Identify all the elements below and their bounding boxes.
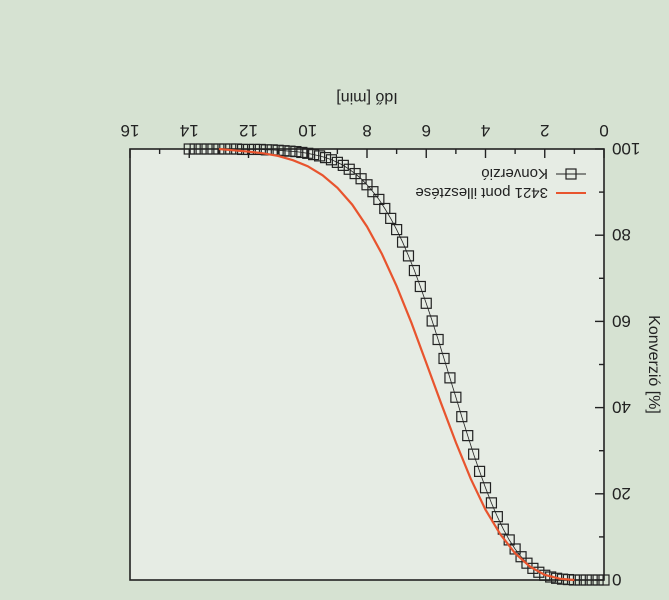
data-point-marker (195, 143, 207, 155)
data-point-marker (402, 250, 415, 262)
y-tick-label: 40 (612, 398, 631, 417)
data-point-marker (379, 202, 391, 215)
data-point-marker (414, 280, 426, 293)
legend: 3421 pont illesztése Konverzió (415, 165, 586, 201)
rotated-figure: 0 2 4 6 8 10 12 14 16 0 20 40 60 80 100 Idő [min] Kon… (121, 89, 662, 589)
data-point-marker (367, 186, 379, 198)
y-tick-label: 80 (612, 225, 631, 244)
data-point-marker (284, 145, 296, 157)
data-point-marker (331, 156, 343, 168)
data-point-marker (290, 145, 302, 158)
x-tick-label: 12 (239, 121, 258, 140)
legend-conversion-label: Konverzió (481, 165, 548, 182)
x-tick-label: 10 (298, 121, 317, 140)
data-point-marker (337, 159, 349, 171)
data-point-marker (485, 497, 498, 509)
data-point-marker (432, 333, 444, 346)
data-point-marker (456, 411, 468, 423)
data-point-marker (319, 152, 332, 164)
y-tick-label: 0 (612, 570, 621, 589)
x-tick-label: 6 (422, 121, 431, 140)
data-point-marker (254, 143, 266, 156)
data-point-marker (574, 574, 586, 586)
data-point-marker (302, 147, 314, 159)
x-tick-label: 8 (362, 121, 371, 140)
data-point-marker (189, 143, 201, 155)
data-point-marker (580, 574, 592, 586)
data-point-marker (314, 150, 326, 162)
data-point-marker (278, 145, 290, 157)
data-point-marker (373, 193, 385, 206)
data-point-marker (361, 179, 373, 191)
data-point-marker (586, 574, 598, 586)
data-point-marker (343, 163, 355, 175)
x-tick-label: 14 (180, 121, 199, 140)
data-point-marker (231, 143, 243, 155)
data-point-marker (491, 511, 503, 523)
data-point-marker (391, 223, 403, 236)
data-point-marker (598, 574, 610, 586)
data-point-marker (438, 352, 450, 365)
legend-fit-label: 3421 pont illesztése (415, 184, 548, 201)
data-point-marker (521, 557, 533, 569)
data-point-marker (462, 430, 474, 442)
data-point-marker (308, 149, 320, 161)
x-tick-label: 2 (540, 121, 549, 140)
data-point-marker (426, 315, 438, 327)
y-axis-label: Konverzió [%] (645, 315, 662, 414)
data-point-marker (592, 574, 604, 586)
data-point-marker (473, 465, 486, 477)
data-point-marker (242, 143, 255, 156)
y-tick-label: 60 (612, 311, 631, 330)
data-point-marker (444, 372, 456, 384)
data-point-marker (385, 212, 397, 224)
data-point-marker (207, 143, 219, 155)
fit-line (218, 147, 575, 582)
data-point-marker (533, 566, 545, 578)
data-point-marker (296, 146, 308, 159)
x-tick-label: 16 (121, 121, 140, 140)
y-tick-label: 100 (612, 139, 640, 158)
data-point-marker (468, 448, 480, 460)
data-point-marker (236, 143, 249, 156)
data-point-marker (183, 143, 195, 155)
data-point-marker (408, 264, 420, 277)
data-point-marker (349, 167, 361, 180)
data-point-marker (201, 143, 213, 155)
x-axis: 0 2 4 6 8 10 12 14 16 (121, 121, 609, 158)
data-point-marker (248, 143, 261, 156)
data-point-marker (515, 551, 527, 563)
data-point-marker (420, 297, 432, 309)
data-point-marker (325, 154, 338, 166)
x-tick-label: 4 (481, 121, 490, 140)
data-point-marker (450, 391, 462, 403)
x-tick-label: 0 (599, 121, 608, 140)
y-tick-label: 20 (612, 484, 631, 503)
data-point-marker (479, 482, 492, 494)
x-axis-label: Idő [min] (336, 89, 397, 106)
plot-area (129, 148, 605, 581)
legend-marker-swatch (565, 168, 577, 180)
y-axis: 0 20 40 60 80 100 (595, 139, 640, 589)
data-point-marker (396, 236, 409, 248)
